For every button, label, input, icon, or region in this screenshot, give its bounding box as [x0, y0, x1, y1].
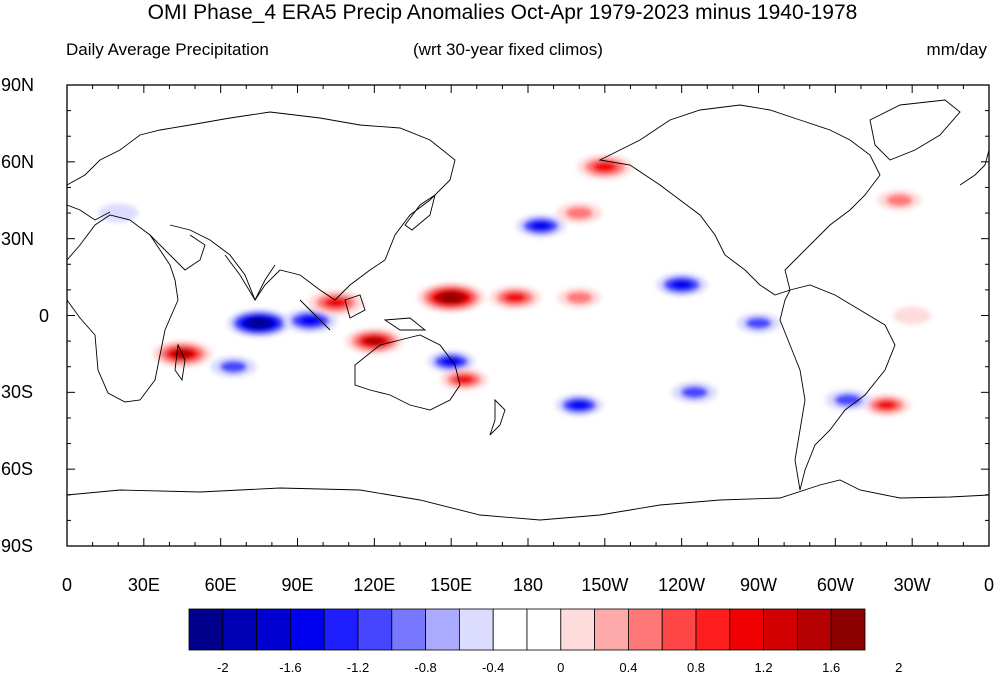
anomaly-blob [680, 385, 709, 399]
colorbar-box [222, 608, 258, 651]
anomaly-blob [298, 315, 322, 326]
coastline-japan [404, 193, 436, 231]
colorbar-label: 1.6 [822, 660, 841, 675]
coastline-greenland [869, 99, 961, 161]
coastline-australia [354, 334, 461, 411]
anomaly-blob [566, 291, 593, 304]
anomaly-blob [886, 194, 913, 207]
colorbar-box [560, 608, 595, 651]
coastline-new-guinea [383, 317, 427, 331]
y-tick-label: 60S [1, 459, 34, 480]
x-tick-label: 30W [893, 575, 931, 595]
y-tick-label: 30N [1, 228, 35, 249]
x-tick-label: 150E [430, 575, 473, 595]
coastlines [67, 99, 989, 521]
anomaly-blob [250, 319, 268, 328]
coastline-borneo [344, 294, 366, 319]
colorbar-label: -0.4 [481, 660, 505, 675]
anomaly-blob [568, 400, 590, 410]
x-tick-label: 90W [739, 575, 778, 595]
coastline-new-zealand [489, 398, 506, 436]
colorbar-box [661, 608, 697, 651]
figure-title: OMI Phase_4 ERA5 Precip Anomalies Oct-Ap… [147, 1, 858, 24]
coastline-africa [67, 214, 179, 403]
colorbar-label: -0.8 [414, 660, 437, 675]
colorbar-box [526, 608, 562, 651]
anomaly-blob [893, 306, 932, 325]
x-tick-label: 90E [281, 575, 314, 595]
colorbar-box [797, 608, 832, 651]
y-tick-label: 0 [39, 305, 50, 326]
colorbar-label: 0.4 [619, 660, 638, 675]
colorbar-box [492, 608, 528, 651]
colorbar-box [763, 608, 798, 651]
colorbar-box [256, 608, 291, 651]
anomaly-blob [323, 297, 348, 309]
colorbar-box [323, 608, 359, 651]
y-tick-label: 30S [1, 382, 34, 403]
x-tick-label: 0 [61, 575, 73, 595]
x-tick-label: 120W [658, 575, 706, 595]
anomaly-blob [530, 220, 552, 231]
colorbar-label: -1.6 [279, 660, 302, 675]
x-tick-label: 60E [204, 575, 237, 595]
coastline-madagascar [174, 343, 186, 382]
coastline-sumatra [299, 299, 331, 331]
colorbar-box [391, 608, 426, 651]
anomaly-blob [670, 279, 693, 290]
x-tick-label: 120E [353, 575, 396, 595]
y-tick-label: 60N [1, 151, 35, 172]
colorbar-label: 2 [895, 660, 903, 675]
precip-anomaly-map [66, 84, 990, 547]
anomaly-blob [834, 393, 862, 407]
x-tick-label: 30E [127, 575, 160, 595]
x-tick-label: 150W [581, 575, 629, 595]
colorbar-boxes [188, 608, 866, 651]
coastline-north-america [598, 104, 881, 296]
coastline-europe-west [959, 149, 989, 186]
colorbar-box [628, 608, 663, 651]
colorbar-box [289, 608, 325, 651]
x-tick-label: 180 [512, 575, 544, 595]
colorbar-label: 0.8 [686, 660, 706, 675]
colorbar-label: -1.2 [346, 660, 370, 675]
coastline-antarctica [67, 479, 989, 521]
coastline-south-america [779, 284, 896, 491]
colorbar-box [357, 608, 393, 651]
anomaly-blob [364, 336, 385, 346]
coastline-india [224, 254, 276, 301]
colorbar-box [458, 608, 494, 651]
y-tick-label: 90S [1, 536, 34, 556]
x-tick-label: 60W [816, 575, 854, 595]
anomaly-blob [98, 203, 139, 223]
left-subtitle: Daily Average Precipitation [66, 40, 269, 59]
anomaly-blob [592, 161, 617, 173]
anomaly-layer [98, 154, 932, 417]
coastline-arabia [149, 234, 206, 271]
colorbar-box [188, 608, 224, 651]
anomaly-blob [565, 206, 594, 220]
colorbar-box [729, 608, 764, 651]
anomaly-blob [440, 356, 462, 367]
colorbar-label: 1.2 [754, 660, 773, 675]
colorbar-label: 0 [557, 660, 565, 675]
anomaly-blob [745, 317, 772, 330]
colorbar-box [594, 608, 629, 651]
anomaly-blob [441, 293, 461, 302]
anomaly-blob [504, 292, 527, 303]
coastline-iberia [67, 204, 111, 221]
anomaly-blob [219, 360, 248, 374]
anomaly-blob [876, 400, 897, 410]
x-tick-label: 0 [983, 575, 995, 595]
center-subtitle: (wrt 30-year fixed climos) [413, 40, 603, 59]
colorbar-box [695, 608, 731, 651]
axis-ticks [66, 84, 990, 547]
colorbar-box [425, 608, 460, 651]
colorbar-box [830, 608, 866, 651]
y-tick-label: 90N [1, 75, 35, 95]
map-background [67, 85, 989, 546]
colorbar-label: -2 [217, 660, 229, 675]
units-label: mm/day [926, 40, 987, 59]
